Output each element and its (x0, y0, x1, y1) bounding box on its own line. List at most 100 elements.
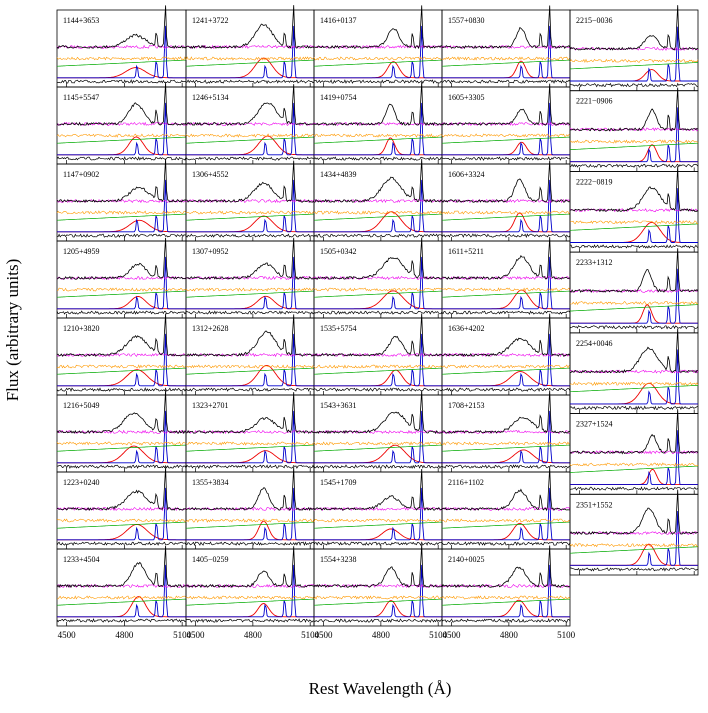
orange-component (313, 287, 443, 292)
x-tick-label: 4800 (115, 630, 134, 640)
green-component (186, 59, 314, 67)
green-component (569, 304, 699, 312)
residual (441, 464, 571, 469)
orange-component (185, 441, 315, 446)
magenta-component (185, 506, 315, 511)
orange-component (569, 58, 699, 64)
blue-component (186, 410, 314, 464)
panel: 1246+5134 (185, 84, 315, 165)
observed-spectrum (569, 489, 699, 535)
panel-label: 2351+1552 (576, 500, 613, 509)
panel: 2233+1312 (569, 248, 699, 334)
residual (313, 79, 443, 84)
green-component (186, 598, 314, 606)
panel-label: 1355+3834 (192, 478, 229, 487)
panel: 1606+3324 (441, 160, 571, 242)
blue-component (570, 107, 698, 163)
residual (569, 82, 699, 88)
orange-component (56, 595, 187, 600)
blue-component (186, 333, 314, 387)
residual (185, 156, 315, 161)
green-component (314, 213, 442, 221)
observed-spectrum (441, 390, 571, 434)
magenta-component (569, 369, 699, 374)
magenta-component (313, 429, 443, 435)
magenta-component (185, 352, 315, 358)
magenta-component (56, 506, 187, 512)
magenta-component (313, 506, 443, 512)
blue-component (314, 333, 442, 387)
panel: 1636+4202 (441, 313, 571, 396)
blue-component (314, 256, 442, 310)
x-tick-label: 5100 (173, 630, 192, 640)
panel-label: 1233+4504 (63, 555, 100, 564)
panel-label: 1708+2153 (448, 401, 485, 410)
residual (56, 541, 187, 546)
orange-component (185, 595, 315, 600)
blue-component (442, 333, 570, 387)
blue-component (570, 268, 698, 324)
green-component (57, 136, 186, 144)
panel-label: 1210+3820 (63, 324, 100, 333)
green-component (442, 598, 570, 606)
orange-component (569, 462, 699, 467)
blue-component (570, 349, 698, 405)
blue-component (314, 102, 442, 156)
observed-spectrum (185, 84, 315, 126)
green-component (314, 290, 442, 298)
panel-label: 1611+5211 (448, 247, 484, 256)
blue-component (57, 256, 186, 310)
observed-spectrum (569, 328, 699, 374)
magenta-component (56, 429, 186, 434)
observed-spectrum (56, 467, 187, 511)
green-component (569, 465, 699, 473)
panel: 2221−0906 (569, 87, 699, 172)
orange-component (313, 364, 443, 369)
panel-label: 1505+0342 (320, 247, 357, 256)
residual (185, 233, 315, 238)
panel-label: 1605+3305 (448, 93, 485, 102)
residual (56, 618, 187, 623)
blue-component (570, 188, 698, 243)
residual (569, 325, 699, 330)
residual (185, 387, 315, 392)
x-tick-label: 5100 (557, 630, 576, 640)
orange-component (185, 56, 315, 61)
orange-component (441, 364, 571, 369)
panel: 1434+4839 (313, 158, 443, 242)
green-component (186, 521, 314, 529)
blue-component (442, 564, 570, 618)
x-tick-label: 5100 (301, 630, 320, 640)
x-tick-label: 4500 (315, 630, 334, 640)
observed-spectrum (56, 237, 187, 280)
residual (441, 618, 571, 624)
observed-spectrum (56, 5, 187, 49)
panel-label: 1241+3722 (192, 16, 229, 25)
green-component (442, 213, 570, 221)
blue-component (186, 256, 314, 310)
magenta-component (313, 198, 443, 203)
panel-label: 1205+4959 (63, 247, 100, 256)
panel-label: 1306+4552 (192, 170, 229, 179)
panel-label: 1557+0830 (448, 16, 485, 25)
magenta-component (441, 44, 571, 50)
observed-spectrum (313, 313, 443, 357)
observed-spectrum (314, 81, 443, 127)
blue-component (186, 487, 314, 541)
residual (56, 233, 187, 238)
green-component (314, 136, 442, 144)
orange-component (185, 364, 315, 369)
blue-component (314, 487, 442, 541)
green-component (314, 598, 442, 606)
panel: 1147+0902 (56, 158, 187, 242)
residual (313, 310, 443, 315)
panel-label: 1606+3324 (448, 170, 485, 179)
panel: 1223+0240 (56, 467, 187, 550)
green-component (442, 444, 570, 452)
panel-label: 1535+5754 (320, 324, 357, 333)
residual (56, 310, 187, 315)
orange-component (56, 210, 187, 215)
blue-component (442, 487, 570, 541)
x-tick-label: 4800 (372, 630, 391, 640)
residual (569, 486, 699, 491)
